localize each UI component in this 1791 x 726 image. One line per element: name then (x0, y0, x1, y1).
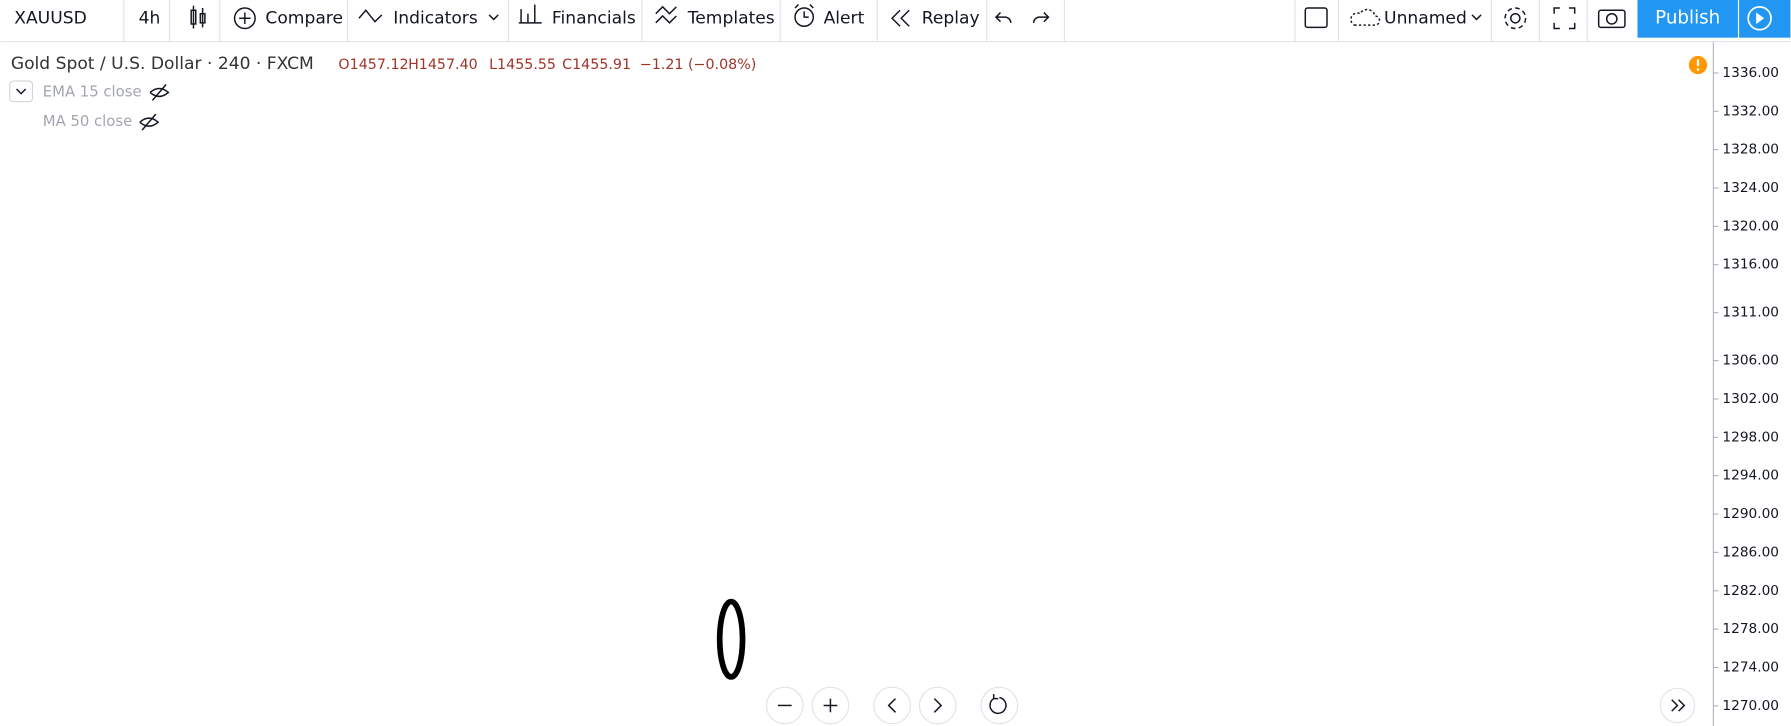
play-button-bg[interactable] (1739, 0, 1791, 38)
legend-low: L1455.55 (489, 57, 556, 73)
y-tick-label: 1302.00 (1722, 391, 1779, 407)
y-tick-label: 1324.00 (1722, 180, 1779, 196)
undo-button[interactable] (994, 12, 1012, 23)
compare-icon[interactable] (233, 7, 256, 30)
y-tick-label: 1328.00 (1722, 142, 1779, 158)
publish-button[interactable]: Publish (1655, 7, 1720, 28)
indicators-icon[interactable] (358, 9, 383, 23)
y-tick-label: 1278.00 (1722, 621, 1779, 637)
snapshot-button[interactable] (1597, 9, 1626, 29)
y-tick-label: 1274.00 (1722, 660, 1779, 676)
indicator-label: MA 50 close (43, 113, 132, 130)
layout-name-button[interactable]: Unnamed (1384, 8, 1467, 28)
visibility-toggle[interactable] (149, 83, 170, 101)
y-tick-label: 1290.00 (1722, 506, 1779, 522)
collapse-button[interactable] (9, 80, 34, 103)
navigation (765, 686, 1696, 725)
settings-button[interactable] (1504, 7, 1527, 30)
templates-icon[interactable] (655, 5, 677, 24)
collapse-icon[interactable] (16, 88, 27, 95)
symbol-button[interactable]: XAUUSD (14, 8, 87, 28)
y-tick-label: 1316.00 (1722, 257, 1779, 273)
play-button[interactable] (1747, 5, 1772, 31)
templates-button[interactable]: Templates (687, 8, 775, 28)
indicator-label: EMA 15 close (43, 83, 142, 100)
symbol-title: Gold Spot / U.S. Dollar · 240 · FXCM (11, 54, 314, 74)
scroll-right-button[interactable] (918, 686, 957, 725)
y-tick-label: 1286.00 (1722, 544, 1779, 560)
layout-dropdown[interactable] (1471, 14, 1482, 21)
alert-button[interactable]: Alert (824, 8, 865, 28)
price-axis: 1270.00 1274.00 1278.00 1282.00 1286.00 1290.… (1712, 65, 1779, 714)
legend-open: O1457.12 (338, 57, 408, 73)
indicators-dropdown[interactable] (488, 14, 499, 21)
redo-button[interactable] (1032, 12, 1050, 23)
y-tick-label: 1294.00 (1722, 468, 1779, 484)
legend-high: H1457.40 (408, 57, 478, 73)
fullscreen-layout-button[interactable] (1304, 7, 1328, 29)
publish-button-bg[interactable] (1637, 0, 1738, 38)
visibility-toggle[interactable] (139, 113, 160, 131)
alert-icon[interactable] (794, 4, 815, 27)
legend-change: −1.21 (−0.08%) (640, 57, 757, 73)
y-tick-label: 1298.00 (1722, 429, 1779, 445)
scroll-left-button[interactable] (873, 686, 911, 725)
highlight-ellipse (716, 598, 746, 680)
financials-icon[interactable] (518, 4, 542, 24)
replay-icon[interactable] (891, 9, 910, 27)
y-tick-label: 1270.00 (1722, 698, 1779, 714)
y-tick-label: 1332.00 (1722, 103, 1779, 119)
legend-close: C1455.91 (562, 57, 631, 73)
chart-style-icon[interactable] (190, 5, 206, 29)
y-tick-label: 1306.00 (1722, 353, 1779, 369)
interval-button[interactable]: 4h (139, 8, 161, 28)
compare-button[interactable]: Compare (265, 8, 343, 28)
y-tick-label: 1320.00 (1722, 218, 1779, 234)
financials-button[interactable]: Financials (552, 8, 636, 28)
y-tick-label: 1282.00 (1722, 583, 1779, 599)
reset-button[interactable] (980, 686, 1019, 725)
y-tick-label: 1336.00 (1722, 65, 1779, 81)
fullscreen-button[interactable] (1553, 7, 1576, 30)
toolbar: XAUUSD 4h Compare Indicators Financials … (0, 0, 1791, 43)
y-tick-label: 1311.00 (1722, 305, 1779, 321)
indicators-button[interactable]: Indicators (393, 8, 478, 28)
replay-button[interactable]: Replay (922, 8, 980, 28)
legend: Gold Spot / U.S. Dollar · 240 · FXCM O14… (9, 54, 757, 131)
